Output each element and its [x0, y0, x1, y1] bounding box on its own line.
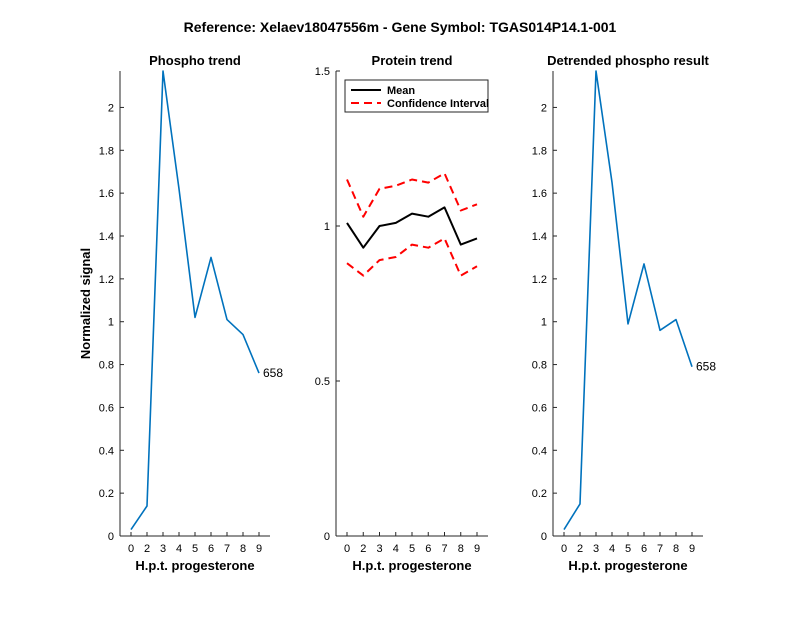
y-tick-label: 2 — [541, 102, 547, 114]
y-tick-label: 0.8 — [99, 360, 114, 372]
x-tick-label: 6 — [425, 543, 431, 555]
x-tick-label: 6 — [641, 543, 647, 555]
y-tick-label: 2 — [108, 102, 114, 114]
y-tick-label: 0.2 — [99, 488, 114, 500]
x-axis-label: H.p.t. progesterone — [568, 558, 687, 573]
x-tick-label: 8 — [458, 543, 464, 555]
y-tick-label: 1.8 — [532, 145, 547, 157]
x-tick-label: 0 — [344, 543, 350, 555]
x-tick-label: 9 — [256, 543, 262, 555]
y-tick-label: 1 — [541, 317, 547, 329]
x-tick-label: 8 — [240, 543, 246, 555]
y-tick-label: 0.4 — [532, 445, 547, 457]
x-tick-label: 7 — [657, 543, 663, 555]
series-line — [563, 70, 693, 531]
x-tick-label: 3 — [160, 543, 166, 555]
y-tick-label: 1.6 — [99, 188, 114, 200]
y-tick-label: 0 — [541, 531, 547, 543]
y-tick-label: 1 — [324, 221, 330, 233]
legend-box — [344, 79, 489, 113]
x-axis-label: H.p.t. progesterone — [352, 558, 471, 573]
series-end-label: 658 — [696, 360, 716, 374]
y-tick-label: 1.8 — [99, 145, 114, 157]
x-tick-label: 5 — [409, 543, 415, 555]
y-axis-label: Normalized signal — [78, 248, 93, 359]
y-tick-label: 0 — [324, 531, 330, 543]
x-tick-label: 8 — [673, 543, 679, 555]
x-tick-label: 9 — [689, 543, 695, 555]
x-tick-label: 3 — [593, 543, 599, 555]
y-tick-label: 1.2 — [99, 274, 114, 286]
x-tick-label: 5 — [192, 543, 198, 555]
y-tick-label: 0.6 — [99, 402, 114, 414]
y-tick-label: 0.4 — [99, 445, 114, 457]
x-tick-label: 2 — [360, 543, 366, 555]
y-tick-label: 1.5 — [315, 66, 330, 78]
x-tick-label: 4 — [609, 543, 615, 555]
x-tick-label: 9 — [474, 543, 480, 555]
panel-title: Detrended phospho result — [547, 53, 709, 68]
x-tick-label: 2 — [577, 543, 583, 555]
confidence-interval-line — [346, 172, 478, 218]
x-tick-label: 6 — [208, 543, 214, 555]
y-tick-label: 1.2 — [532, 274, 547, 286]
y-tick-label: 0.8 — [532, 360, 547, 372]
y-tick-label: 0.5 — [315, 376, 330, 388]
x-tick-label: 4 — [176, 543, 182, 555]
mean-line — [346, 206, 478, 249]
legend-entry: Mean — [387, 85, 415, 97]
y-tick-label: 0 — [108, 531, 114, 543]
panel-title: Phospho trend — [149, 53, 241, 68]
y-tick-label: 0.2 — [532, 488, 547, 500]
x-tick-label: 7 — [224, 543, 230, 555]
x-tick-label: 4 — [393, 543, 399, 555]
x-tick-label: 5 — [625, 543, 631, 555]
figure-suptitle: Reference: Xelaev18047556m - Gene Symbol… — [184, 19, 617, 35]
y-tick-label: 1 — [108, 317, 114, 329]
panel-title: Protein trend — [372, 53, 453, 68]
x-tick-label: 0 — [561, 543, 567, 555]
y-tick-label: 0.6 — [532, 402, 547, 414]
series-end-label: 658 — [263, 366, 283, 380]
y-tick-label: 1.4 — [532, 231, 547, 243]
x-axis-label: H.p.t. progesterone — [135, 558, 254, 573]
x-tick-label: 7 — [441, 543, 447, 555]
series-line — [130, 70, 260, 531]
x-tick-label: 3 — [376, 543, 382, 555]
y-tick-label: 1.6 — [532, 188, 547, 200]
legend-entry: Confidence Interval — [387, 98, 489, 110]
y-tick-label: 1.4 — [99, 231, 114, 243]
x-tick-label: 2 — [144, 543, 150, 555]
x-tick-label: 0 — [128, 543, 134, 555]
